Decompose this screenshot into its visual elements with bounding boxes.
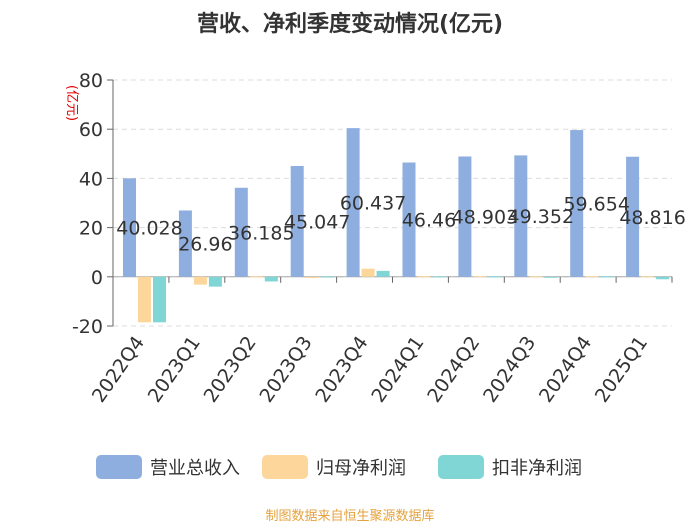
bar-revenue: [123, 178, 136, 277]
legend-item-net-profit[interactable]: 归母净利润: [262, 454, 406, 480]
x-tick-label: 2023Q2: [200, 332, 261, 406]
data-label: 46.46: [402, 210, 456, 232]
legend-item-revenue[interactable]: 营业总收入: [96, 454, 240, 480]
y-axis-label: (亿元): [64, 85, 79, 121]
data-label: 48.903: [452, 207, 518, 229]
bar-revenue: [290, 165, 304, 277]
chart-title: 营收、净利季度变动情况(亿元): [196, 12, 504, 37]
bar-net-profit: [138, 276, 151, 323]
bar-revenue: [626, 156, 640, 277]
bar-net-profit: [585, 276, 599, 278]
legend-label-deducted-net-profit: 扣非净利润: [492, 458, 582, 479]
x-tick-label: 2024Q2: [423, 332, 484, 406]
bar-deducted-net-profit: [153, 276, 166, 323]
bar-deducted-net-profit: [320, 276, 334, 278]
y-tick-label: -20: [72, 316, 103, 338]
legend-label-revenue: 营业总收入: [150, 458, 240, 479]
legend-swatch-revenue: [96, 455, 142, 479]
data-label: 36.185: [228, 222, 294, 244]
x-tick-label: 2023Q4: [311, 332, 372, 406]
bar-net-profit: [249, 276, 263, 278]
y-tick-label: 20: [79, 218, 103, 240]
x-tick-label: 2024Q3: [479, 332, 540, 406]
bar-deducted-net-profit: [600, 276, 614, 278]
x-tick-label: 2024Q4: [535, 332, 596, 406]
bar-net-profit: [641, 276, 655, 278]
bar-revenue: [346, 128, 360, 277]
x-tick-label: 2023Q1: [144, 332, 205, 406]
bar-deducted-net-profit: [544, 276, 558, 278]
legend-swatch-net-profit: [262, 455, 308, 479]
y-tick-label: 60: [79, 119, 103, 141]
bar-revenue: [234, 187, 248, 277]
data-label: 59.654: [563, 193, 629, 215]
bar-net-profit: [305, 276, 319, 279]
bar-deducted-net-profit: [488, 276, 502, 278]
x-tick-label: 2022Q4: [88, 332, 149, 406]
legend-swatch-deducted-net-profit: [438, 455, 484, 479]
x-tick-label: 2025Q1: [591, 332, 652, 406]
bar-net-profit: [361, 268, 375, 277]
bar-deducted-net-profit: [208, 276, 222, 287]
bar-revenue: [402, 162, 416, 277]
data-label: 49.352: [508, 206, 574, 228]
bar-revenue: [514, 155, 528, 277]
bar-deducted-net-profit: [376, 270, 390, 277]
data-label: 26.96: [178, 234, 232, 256]
y-tick-label: 0: [91, 267, 103, 289]
bar-revenue: [178, 210, 192, 277]
y-tick-label: 40: [79, 168, 103, 190]
bar-deducted-net-profit: [264, 276, 278, 282]
data-label: 45.047: [284, 211, 350, 233]
data-label: 40.028: [116, 218, 182, 240]
bar-net-profit: [417, 276, 431, 278]
bar-deducted-net-profit: [656, 276, 670, 280]
bar-revenue: [458, 156, 472, 277]
legend-item-deducted-net-profit[interactable]: 扣非净利润: [438, 454, 582, 480]
y-tick-label: 80: [79, 70, 103, 92]
x-tick-label: 2024Q1: [367, 332, 428, 406]
source-text: 制图数据来自恒生聚源数据库: [265, 509, 435, 524]
legend-label-net-profit: 归母净利润: [316, 458, 406, 479]
bar-deducted-net-profit: [432, 276, 446, 278]
data-label: 60.437: [340, 192, 406, 214]
bar-net-profit: [193, 276, 207, 285]
bar-revenue: [570, 130, 584, 277]
bar-net-profit: [529, 276, 543, 278]
data-label: 48.816: [619, 207, 685, 229]
bar-net-profit: [473, 276, 487, 278]
x-tick-label: 2023Q3: [255, 332, 316, 406]
